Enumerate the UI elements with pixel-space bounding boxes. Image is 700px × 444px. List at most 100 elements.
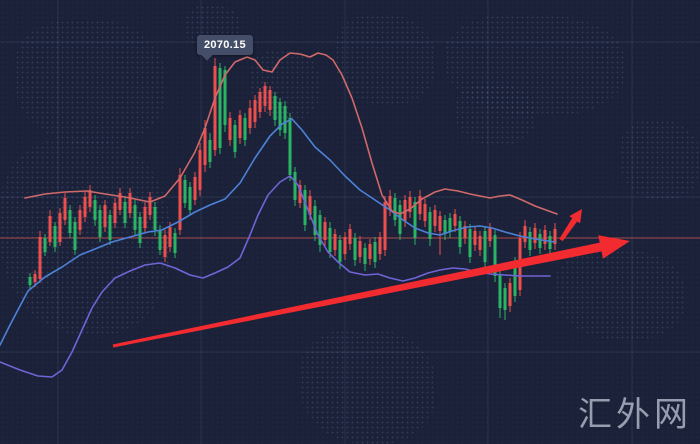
candle-body (188, 187, 192, 210)
candle-body (523, 226, 527, 242)
world-map-dots (620, 120, 700, 200)
candle-body (53, 226, 57, 247)
candle-body (93, 200, 97, 220)
candle-body (303, 190, 307, 225)
candle-body (468, 229, 472, 257)
trend-arrow-large (112, 235, 630, 348)
candle-body (203, 128, 207, 165)
candle-body (98, 210, 102, 237)
candle-body (88, 190, 92, 207)
site-watermark: 汇外网 (578, 396, 692, 434)
candle-body (503, 288, 507, 310)
candle-body (218, 68, 222, 148)
candle-body (178, 175, 182, 230)
candle-body (508, 283, 512, 306)
candle-body (223, 70, 227, 125)
band-upper-line (24, 52, 558, 215)
candle-body (138, 217, 142, 243)
world-map-dots (555, 250, 685, 340)
candle-body (43, 238, 47, 252)
candle-body (153, 207, 157, 230)
world-map-dots (15, 20, 165, 145)
candle-body (418, 196, 422, 214)
candle-body (213, 66, 217, 150)
candle-body (248, 108, 252, 128)
candle-body (198, 150, 202, 190)
candle-body (58, 213, 62, 242)
candle-body (328, 228, 332, 252)
candle-body (383, 202, 387, 250)
candle-body (513, 262, 517, 296)
candle-body (433, 210, 437, 226)
candle-body (273, 96, 277, 120)
candle-body (373, 242, 377, 262)
candle-body (48, 216, 52, 242)
candle-body (408, 197, 412, 212)
candle-body (293, 172, 297, 200)
candle-body (483, 231, 487, 262)
candle-body (388, 196, 392, 210)
candle-body (288, 118, 292, 175)
candle-body (318, 215, 322, 245)
candle-body (313, 206, 317, 235)
band-lower-line (0, 175, 551, 378)
candle-body (118, 193, 122, 210)
candle-body (463, 226, 467, 238)
candle-body (548, 236, 552, 249)
candle-body (438, 216, 442, 231)
candle-body (163, 235, 167, 257)
candle-body (348, 229, 352, 244)
candle-body (493, 235, 497, 276)
candle-body (543, 230, 547, 244)
candle-body (473, 231, 477, 245)
candle-body (253, 100, 257, 122)
candle-body (283, 106, 287, 133)
candle-body (183, 180, 187, 203)
candle-body (363, 248, 367, 264)
candle-body (108, 215, 112, 240)
candle-body (238, 115, 242, 138)
candle-body (398, 205, 402, 234)
candle-body (113, 203, 117, 223)
candle-body (193, 177, 197, 200)
candle-body (528, 232, 532, 250)
candle-body (308, 196, 312, 215)
candle-body (148, 197, 152, 215)
candle-body (413, 202, 417, 238)
candle-body (533, 228, 537, 243)
world-map-dots (335, 15, 435, 105)
candle-body (423, 204, 427, 221)
candle-body (83, 197, 87, 217)
candle-body (298, 185, 302, 203)
candle-body (228, 118, 232, 140)
candle-body (358, 241, 362, 257)
band-middle-line (0, 118, 556, 346)
candle-body (498, 274, 502, 308)
candle-body (403, 200, 407, 221)
candle-body (553, 229, 557, 244)
candle-body (33, 274, 37, 282)
candle-body (128, 193, 132, 213)
candle-body (353, 238, 357, 260)
candle-body (378, 237, 382, 254)
candle-body (488, 228, 492, 241)
candle-body (103, 205, 107, 227)
world-map-dots (445, 15, 625, 115)
candle-body (538, 234, 542, 248)
candle-body (243, 118, 247, 140)
candle-body (458, 221, 462, 247)
candle-body (133, 205, 137, 230)
candle-body (168, 227, 172, 247)
candle-body (208, 140, 212, 162)
candle-body (443, 220, 447, 234)
candle-body (368, 244, 372, 259)
candle-body (478, 236, 482, 250)
candle-body (73, 222, 77, 250)
candle-body (38, 237, 42, 279)
trend-arrow-small (559, 209, 582, 242)
world-map-dots (300, 330, 435, 444)
candle-body (28, 277, 32, 285)
candle-body (268, 90, 272, 110)
